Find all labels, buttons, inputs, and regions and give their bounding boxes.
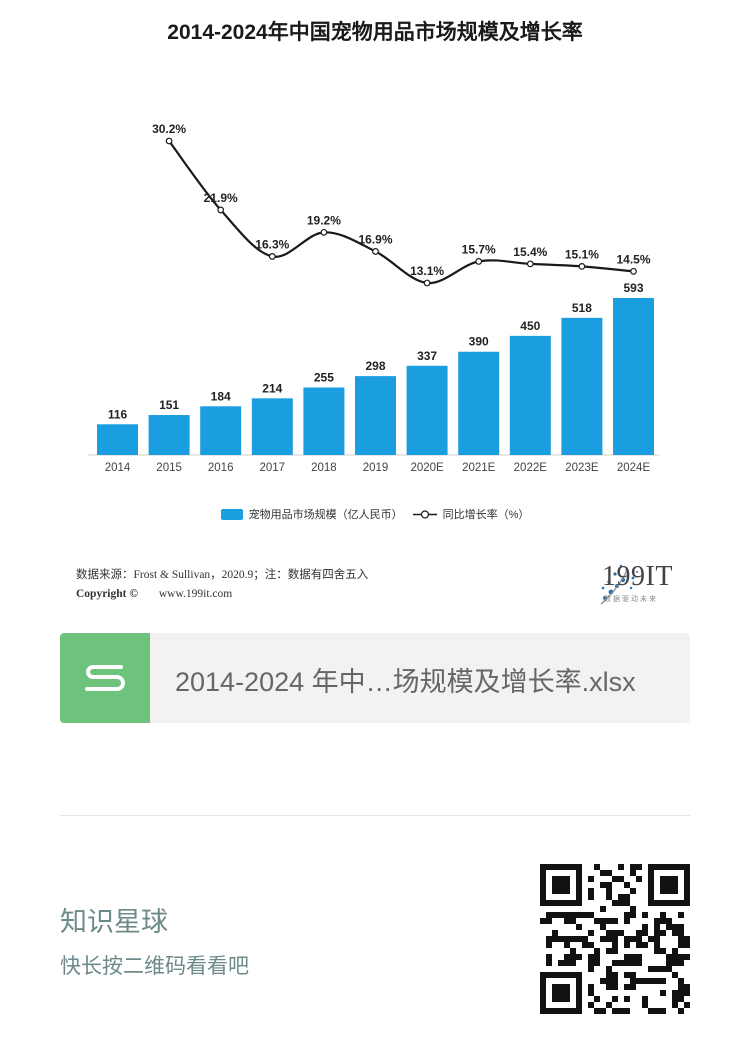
brand-tagline: 数据驱动未来	[604, 596, 658, 603]
bar	[561, 317, 603, 455]
x-tick-label: 2015	[156, 462, 182, 474]
growth-value-label: 16.9%	[358, 232, 392, 246]
x-tick-label: 2018	[311, 462, 337, 474]
copyright-label: Copyright ©	[76, 588, 138, 600]
bar-value-label: 337	[417, 349, 437, 363]
growth-value-label: 13.1%	[410, 264, 444, 278]
bar-value-label: 214	[262, 381, 282, 395]
growth-value-label: 15.7%	[462, 242, 496, 256]
bar	[458, 351, 500, 455]
qr-code-icon[interactable]	[540, 864, 690, 1014]
x-tick-label: 2020E	[410, 462, 444, 474]
growth-point	[268, 253, 276, 260]
file-name[interactable]: 2014-2024 年中…场规模及增长率.xlsx	[175, 667, 636, 697]
legend-line-label: 同比增长率（%）	[442, 509, 530, 521]
bar	[509, 335, 551, 455]
growth-value-label: 14.5%	[616, 252, 650, 266]
bar	[613, 298, 654, 455]
bar-value-label: 390	[469, 335, 489, 349]
bar-value-label: 151	[159, 398, 179, 412]
promo-subtitle: 快长按二维码看看吧	[60, 955, 249, 978]
growth-point	[475, 258, 483, 265]
x-tick-label: 2021E	[462, 462, 496, 474]
bar	[200, 406, 242, 455]
growth-point	[630, 267, 637, 275]
divider	[60, 815, 690, 816]
legend-item-bar: 宠物用品市场规模（亿人民币）	[220, 506, 403, 522]
copyright-url[interactable]: www.199it.com	[158, 588, 233, 600]
data-source-note: 数据来源：Frost & Sullivan，2020.9；注：数据有四舍五入	[76, 569, 369, 581]
growth-value-label: 21.9%	[204, 191, 238, 205]
growth-point	[423, 279, 431, 287]
growth-point	[217, 206, 225, 214]
legend-item-line: 同比增长率（%）	[412, 506, 530, 522]
bar	[406, 365, 448, 455]
growth-value-label: 16.3%	[255, 237, 289, 251]
x-tick-label: 2017	[260, 462, 286, 474]
growth-value-label: 30.2%	[152, 122, 186, 136]
bar	[251, 398, 293, 455]
bar	[97, 424, 138, 455]
bar-value-label: 116	[108, 407, 128, 421]
x-tick-label: 2023E	[565, 462, 599, 474]
bar	[303, 387, 345, 455]
legend-line-icon	[412, 509, 437, 519]
bar-value-label: 450	[520, 319, 540, 333]
file-attachment-card[interactable]	[60, 633, 690, 723]
copyright-line: Copyright © www.199it.com	[76, 588, 232, 600]
chart-legend: 宠物用品市场规模（亿人民币） 同比增长率（%）	[0, 506, 750, 522]
growth-point	[578, 262, 586, 270]
spreadsheet-s-icon	[60, 633, 150, 723]
legend-bar-swatch	[220, 508, 243, 520]
growth-point	[165, 137, 173, 145]
chart-title: 2014-2024年中国宠物用品市场规模及增长率	[167, 21, 583, 44]
chart-canvas: 116 2014 151 2015 184 2016 214 2017 255 2018 298 20…	[88, 122, 660, 474]
bar-value-label: 518	[572, 301, 592, 315]
growth-point	[372, 248, 379, 255]
growth-point	[526, 260, 534, 268]
brand-name: 199IT	[602, 561, 673, 592]
x-tick-label: 2014	[105, 462, 131, 474]
growth-value-label: 15.4%	[513, 245, 547, 259]
growth-point	[320, 228, 328, 236]
bar	[355, 376, 396, 455]
x-tick-label: 2019	[363, 462, 389, 474]
x-tick-label: 2022E	[514, 462, 548, 474]
bar-value-label: 184	[211, 389, 231, 403]
bar-value-label: 255	[314, 370, 334, 384]
bar-value-label: 298	[365, 359, 385, 373]
brand-logo-icon	[600, 564, 638, 605]
promo-title: 知识星球	[60, 907, 168, 937]
legend-bar-label: 宠物用品市场规模（亿人民币）	[248, 509, 403, 521]
growth-value-label: 19.2%	[307, 213, 341, 227]
x-tick-label: 2024E	[617, 462, 651, 474]
bar	[148, 415, 190, 455]
bar-value-label: 593	[623, 281, 643, 295]
growth-rate-line	[168, 140, 634, 285]
growth-value-label: 15.1%	[565, 247, 599, 261]
x-tick-label: 2016	[208, 462, 234, 474]
